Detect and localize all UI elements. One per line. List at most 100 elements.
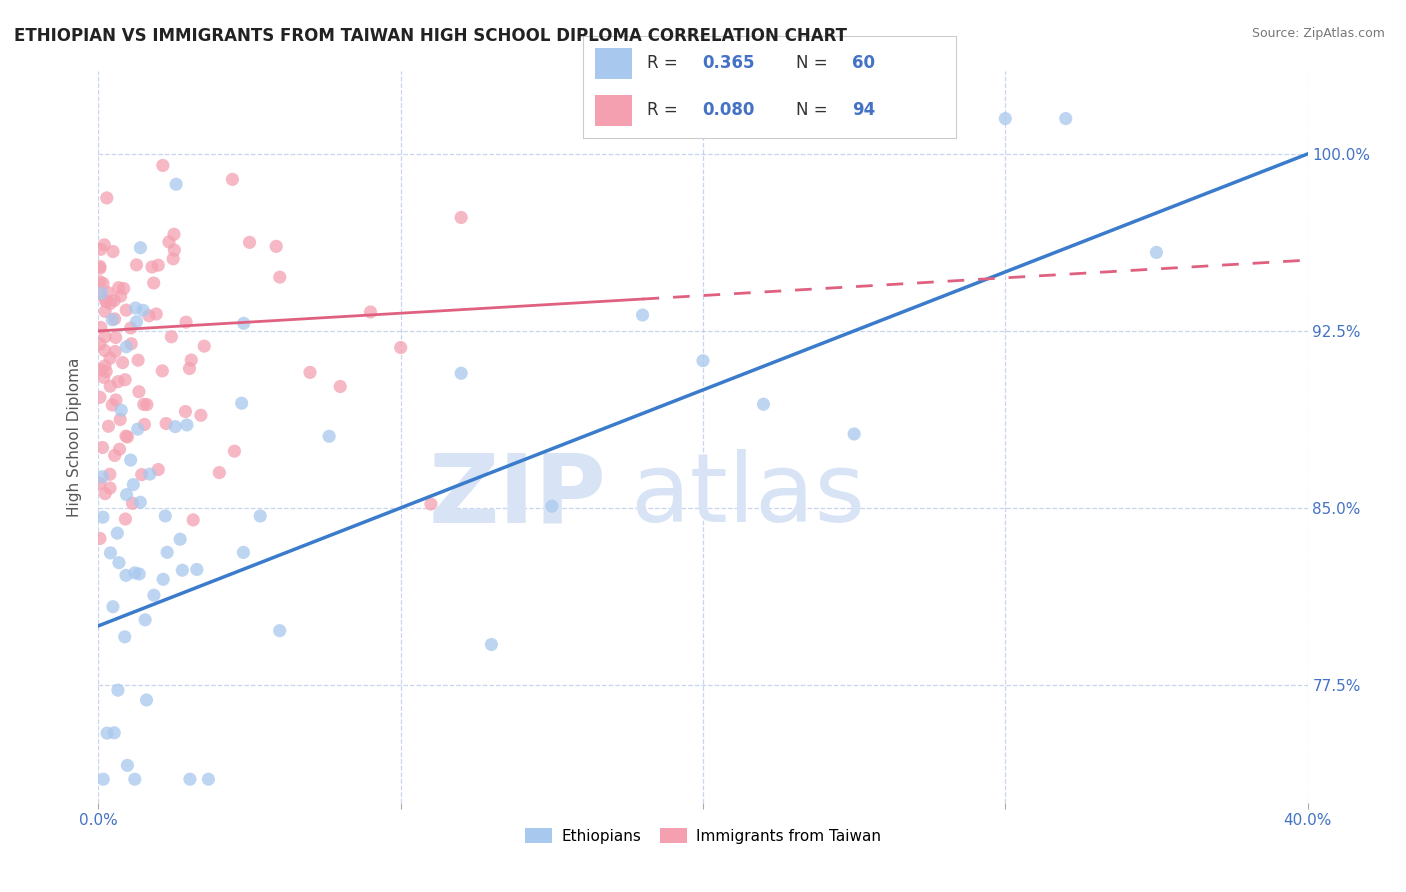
Point [142, 588, 165, 602]
Point [139, 467, 162, 481]
Point [249, 508, 271, 523]
Text: R =: R = [647, 54, 683, 72]
Point [152, 572, 174, 586]
Point [481, 638, 503, 652]
Point [115, 340, 138, 354]
Point [269, 624, 291, 638]
Point [125, 315, 148, 329]
Point [1054, 112, 1077, 126]
Point [89, 287, 111, 301]
Point [134, 417, 156, 432]
Point [186, 562, 208, 576]
Point [121, 496, 143, 510]
Point [692, 353, 714, 368]
Point [193, 339, 215, 353]
Point [98, 467, 121, 482]
Point [98, 379, 121, 393]
Point [231, 396, 253, 410]
Point [162, 252, 184, 266]
Point [105, 526, 128, 541]
Point [91, 277, 114, 291]
Point [145, 307, 167, 321]
Point [108, 412, 131, 426]
Point [94, 486, 117, 500]
Point [104, 312, 127, 326]
Point [96, 191, 118, 205]
Point [179, 772, 201, 787]
Point [89, 260, 111, 274]
Point [179, 361, 201, 376]
Point [197, 772, 219, 787]
Point [152, 158, 174, 172]
Legend: Ethiopians, Immigrants from Taiwan: Ethiopians, Immigrants from Taiwan [519, 822, 887, 850]
Point [101, 244, 124, 259]
Point [172, 563, 194, 577]
Point [540, 499, 562, 513]
Point [107, 375, 129, 389]
Point [107, 683, 129, 698]
Point [96, 364, 118, 378]
Point [115, 488, 138, 502]
Point [844, 427, 866, 442]
Point [174, 404, 197, 418]
Bar [595, 95, 631, 126]
Point [101, 398, 124, 412]
Point [93, 370, 115, 384]
Point [101, 313, 124, 327]
Point [299, 366, 322, 380]
Point [107, 281, 129, 295]
Point [127, 422, 149, 436]
Point [91, 772, 114, 787]
Point [124, 566, 146, 580]
Point [150, 364, 173, 378]
Point [98, 351, 121, 366]
Point [129, 495, 152, 509]
Point [89, 476, 111, 491]
Point [120, 453, 142, 467]
Point [111, 356, 134, 370]
Point [117, 758, 139, 772]
Point [104, 344, 127, 359]
Point [163, 243, 186, 257]
Bar [595, 48, 631, 78]
Point [96, 726, 118, 740]
Point [90, 363, 112, 377]
Text: 0.080: 0.080 [703, 101, 755, 119]
Point [232, 316, 254, 330]
Point [90, 243, 112, 257]
Point [190, 409, 212, 423]
Point [114, 512, 136, 526]
Text: ETHIOPIAN VS IMMIGRANTS FROM TAIWAN HIGH SCHOOL DIPLOMA CORRELATION CHART: ETHIOPIAN VS IMMIGRANTS FROM TAIWAN HIGH… [14, 27, 846, 45]
Point [124, 772, 146, 787]
Point [132, 397, 155, 411]
Point [96, 294, 118, 309]
Text: N =: N = [796, 101, 832, 119]
Point [89, 390, 111, 404]
Point [155, 417, 177, 431]
Point [129, 241, 152, 255]
Text: ZIP: ZIP [429, 449, 606, 542]
Point [90, 320, 112, 334]
Point [110, 289, 132, 303]
Point [329, 379, 352, 393]
Point [360, 305, 382, 319]
Point [103, 726, 125, 740]
Point [160, 330, 183, 344]
Point [115, 429, 138, 443]
Point [165, 419, 187, 434]
Text: 0.365: 0.365 [703, 54, 755, 72]
Text: Source: ZipAtlas.com: Source: ZipAtlas.com [1251, 27, 1385, 40]
Point [89, 532, 111, 546]
Point [103, 293, 125, 308]
Point [110, 403, 132, 417]
Point [128, 566, 150, 581]
Point [157, 235, 180, 249]
Point [122, 477, 145, 491]
Point [389, 341, 412, 355]
Point [169, 533, 191, 547]
Point [148, 258, 170, 272]
Point [104, 330, 127, 344]
Point [89, 275, 111, 289]
Text: 60: 60 [852, 54, 875, 72]
Point [1146, 245, 1168, 260]
